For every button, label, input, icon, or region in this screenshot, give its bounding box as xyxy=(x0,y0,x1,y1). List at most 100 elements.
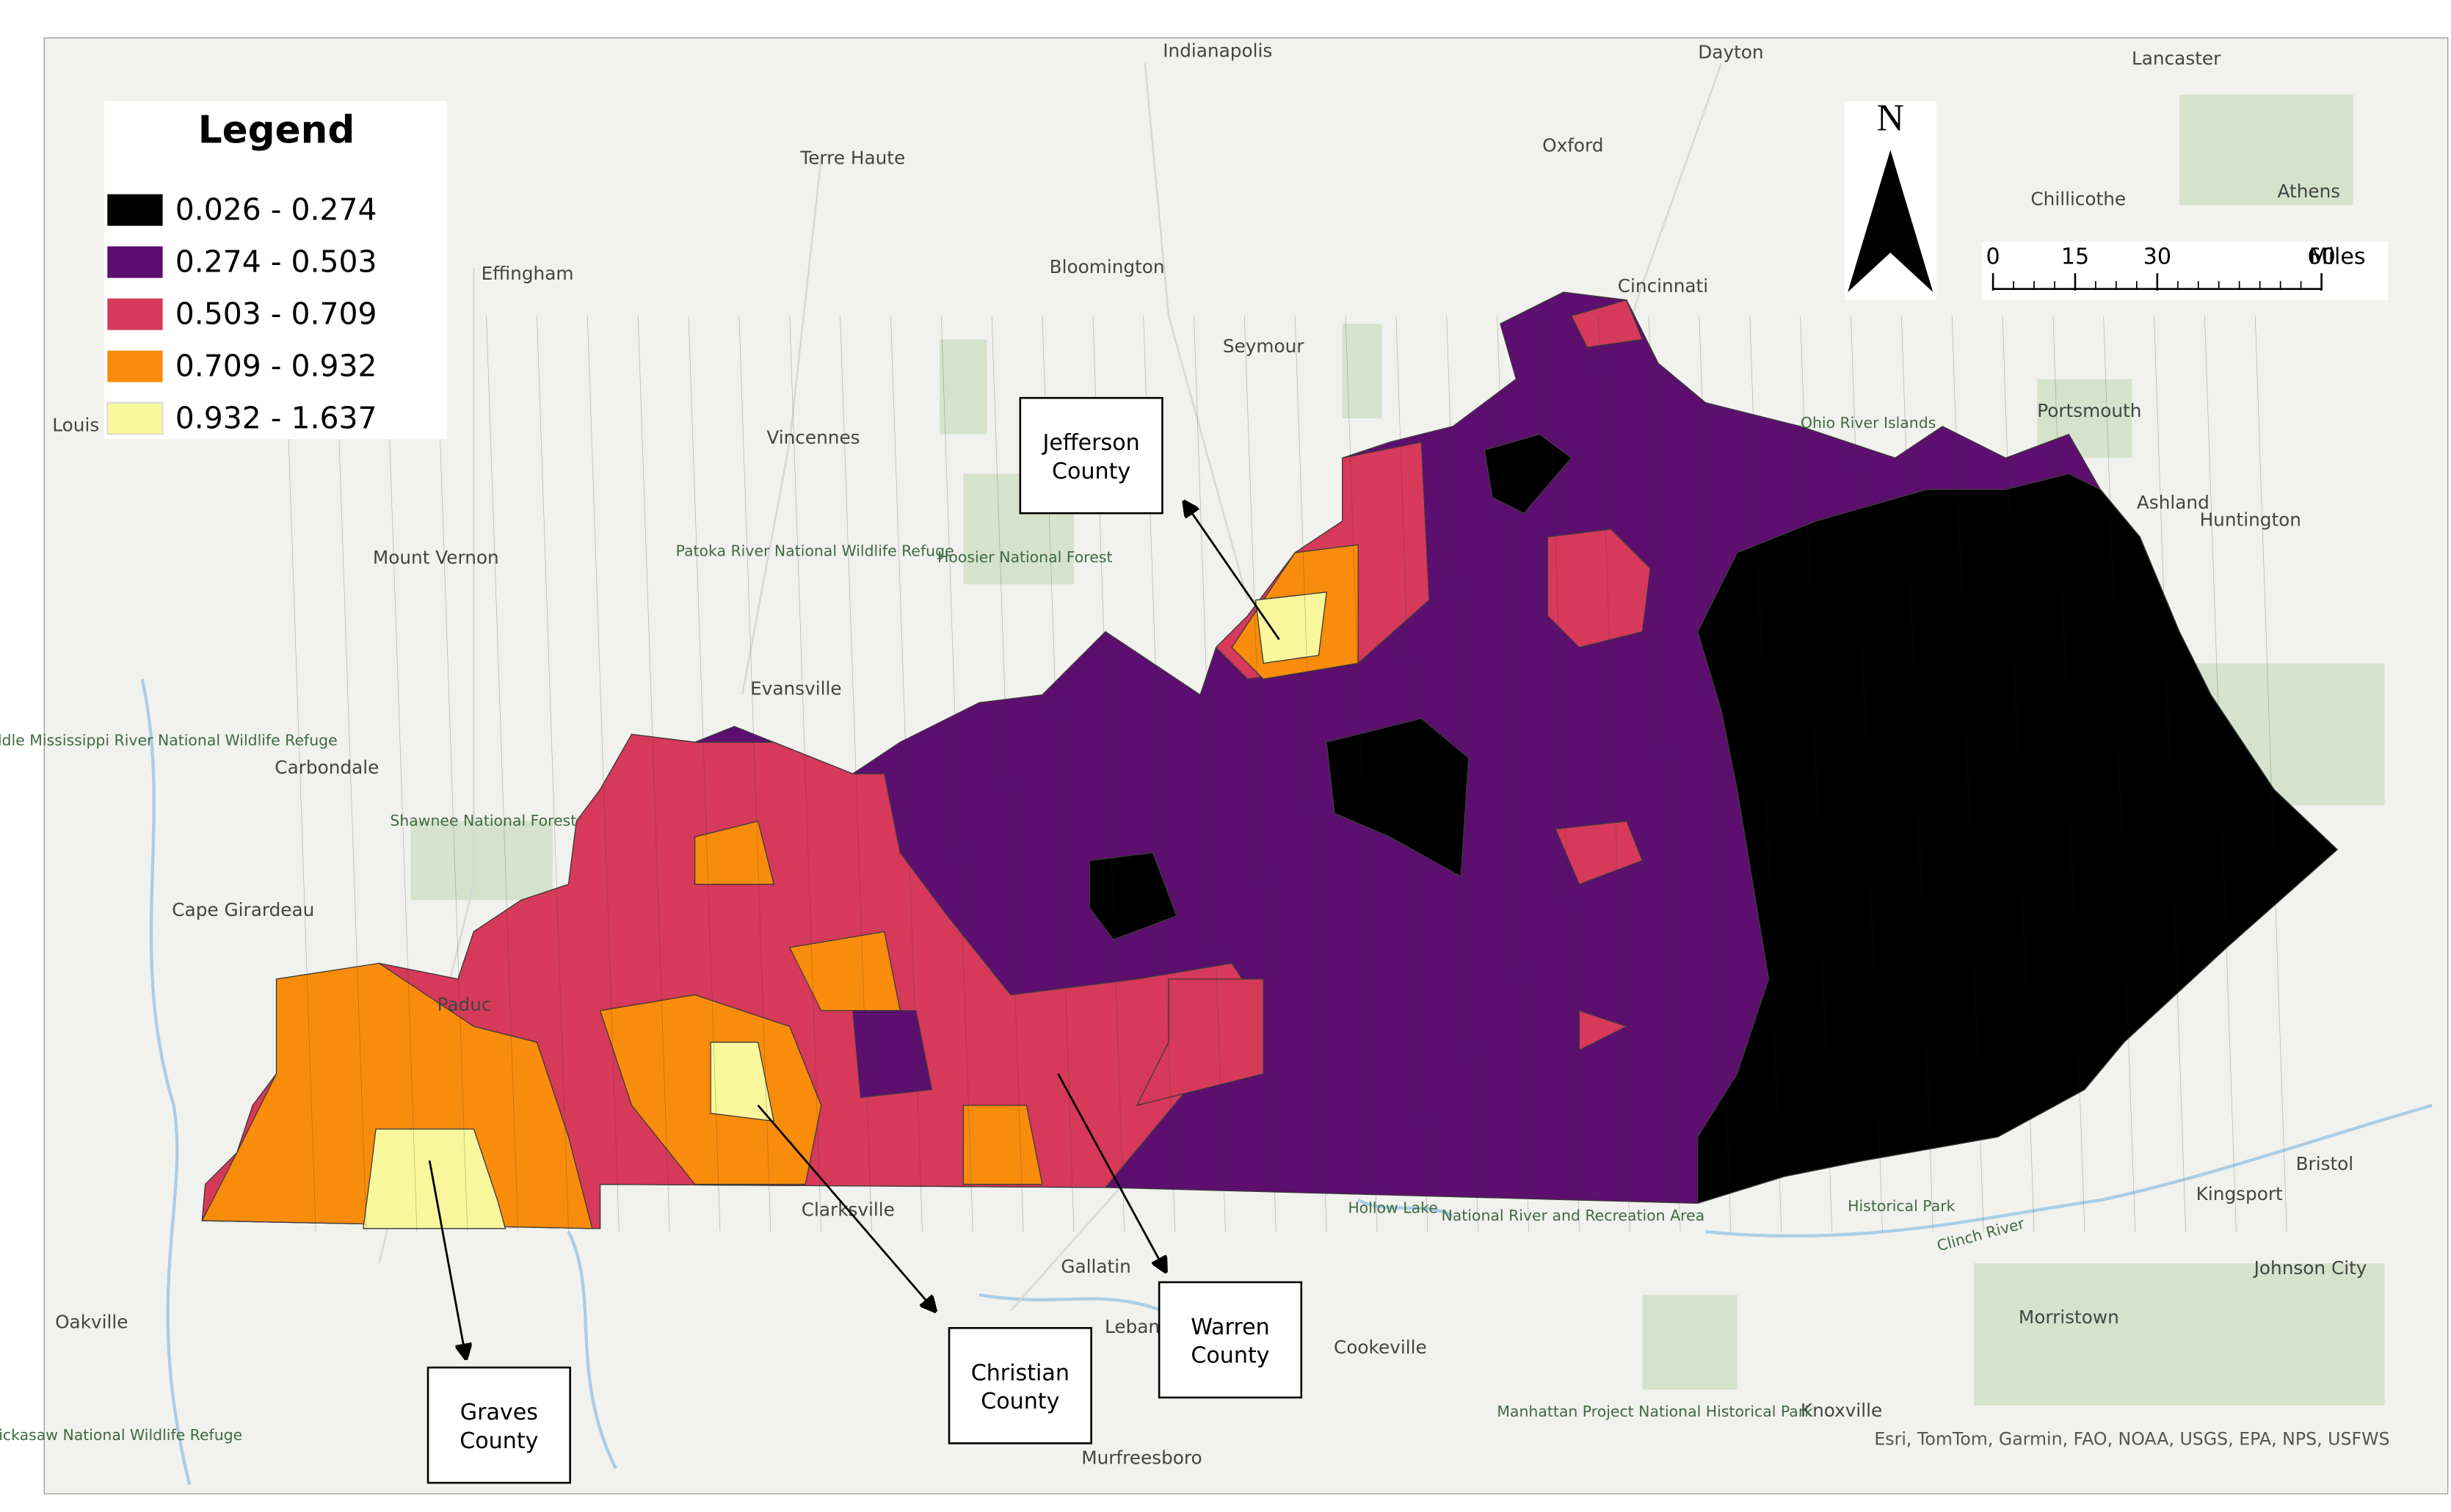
road xyxy=(741,158,823,695)
callout-arrows xyxy=(428,502,1280,1358)
region xyxy=(1089,852,1177,940)
place-label: Oxford xyxy=(1542,135,1603,156)
scale-unit: Miles xyxy=(2309,244,2366,269)
county-line xyxy=(587,316,620,1232)
place-label: Shawnee National Forest xyxy=(390,812,576,829)
county-line xyxy=(2154,316,2186,1232)
place-label: Cincinnati xyxy=(1618,275,1708,297)
place-label: Paduc xyxy=(437,994,492,1015)
callout-label: County xyxy=(1052,459,1130,484)
county-line xyxy=(385,316,418,1232)
county-line xyxy=(688,316,721,1232)
place-label: Hollow Lake xyxy=(1348,1199,1437,1216)
place-label: Manhattan Project National Historical Pa… xyxy=(1497,1403,1813,1420)
place-label: Ohio River Islands xyxy=(1801,414,1936,432)
region xyxy=(694,820,775,885)
legend-label: 0.274 - 0.503 xyxy=(175,244,377,279)
place-label: Bloomington xyxy=(1050,256,1165,277)
place-label: Patoka River National Wildlife Refuge xyxy=(676,542,954,559)
river xyxy=(140,678,192,1485)
place-label: Historical Park xyxy=(1848,1197,1955,1215)
place-labels: Indianapolis Dayton Lancaster Terre Haut… xyxy=(0,40,2389,1468)
callout-arrow xyxy=(757,1105,935,1311)
scale-label: 60 xyxy=(2307,244,2335,269)
county-line xyxy=(1446,316,1479,1232)
callout-label: Graves xyxy=(460,1400,538,1425)
attribution: Esri, TomTom, Garmin, FAO, NOAA, USGS, E… xyxy=(1874,1429,2389,1450)
county-line xyxy=(1597,316,1630,1232)
place-label: Huntington xyxy=(2200,509,2301,530)
place-label: Carbondale xyxy=(275,757,379,778)
place-label: Effingham xyxy=(482,263,574,284)
place-label: Seymour xyxy=(1223,335,1304,357)
road xyxy=(1144,62,1249,600)
place-label: Murfreesboro xyxy=(1081,1447,1202,1468)
legend-label: 0.503 - 0.709 xyxy=(175,296,377,331)
place-label: Terre Haute xyxy=(799,148,905,169)
callout-box xyxy=(1019,396,1163,515)
place-label: Bristol xyxy=(2296,1153,2354,1174)
county-line xyxy=(1194,316,1226,1232)
forest xyxy=(2179,95,2353,206)
legend-swatch xyxy=(106,401,164,435)
place-label: Cookeville xyxy=(1334,1337,1427,1358)
place-label: Chillicothe xyxy=(2030,189,2126,210)
place-label: Lancaster xyxy=(2132,48,2221,69)
region xyxy=(1697,473,2339,1204)
county-line xyxy=(1648,316,1681,1232)
callout-label: County xyxy=(981,1389,1059,1414)
place-label: Leban xyxy=(1105,1316,1160,1337)
scale-label: 0 xyxy=(1986,244,2000,269)
place-label: Hoosier National Forest xyxy=(937,548,1112,566)
legend-swatch xyxy=(107,298,163,330)
county-line xyxy=(1851,316,1883,1232)
callout-label: Christian xyxy=(971,1360,1070,1386)
county-line xyxy=(2103,316,2136,1232)
scale-box xyxy=(1982,241,2388,300)
region xyxy=(1484,433,1572,515)
road xyxy=(1641,62,1723,285)
place-label: Oakville xyxy=(55,1311,128,1332)
place-label: Kingsport xyxy=(2196,1183,2283,1204)
county-line xyxy=(2254,316,2287,1232)
region xyxy=(1570,299,1644,349)
legend-label: 0.932 - 1.637 xyxy=(175,400,377,435)
legend-swatch xyxy=(107,246,163,278)
callout-label: Jefferson xyxy=(1042,430,1140,456)
callout-arrow xyxy=(1057,1073,1165,1271)
place-label: Portsmouth xyxy=(2037,400,2141,421)
place-label: Middle Mississippi River National Wildli… xyxy=(0,731,338,749)
legend-label: 0.709 - 0.932 xyxy=(175,348,377,383)
place-label: Louis xyxy=(52,414,99,435)
place-label: Mount Vernon xyxy=(373,547,499,568)
place-label: Evansville xyxy=(750,678,841,699)
legend-swatch xyxy=(107,194,163,226)
callout-arrow xyxy=(1185,502,1280,641)
place-label: Gallatin xyxy=(1061,1256,1130,1277)
county-line xyxy=(738,316,771,1232)
scale-label: 30 xyxy=(2143,244,2171,269)
region xyxy=(1136,978,1264,1106)
region xyxy=(962,1105,1043,1185)
region xyxy=(852,1010,933,1098)
north-arrow xyxy=(1848,150,1933,293)
place-label: Athens xyxy=(2278,181,2341,202)
county-line xyxy=(1395,316,1428,1232)
place-label: Chickasaw National Wildlife Refuge xyxy=(0,1426,242,1444)
river xyxy=(1705,1103,2433,1238)
legend: 0.026 - 0.274 0.274 - 0.503 0.503 - 0.709 0… xyxy=(106,192,377,435)
county-line xyxy=(1345,316,1378,1232)
callout-arrow xyxy=(428,1160,465,1358)
forest xyxy=(1642,1295,1738,1390)
region xyxy=(363,1128,506,1229)
region xyxy=(1254,592,1327,664)
callout-label: Warren xyxy=(1191,1315,1269,1340)
place-label: Indianapolis xyxy=(1163,40,1272,61)
place-label: Johnson City xyxy=(2253,1257,2367,1279)
county-line xyxy=(1699,316,1732,1232)
county-line xyxy=(1547,316,1580,1232)
place-label: Morristown xyxy=(2019,1306,2119,1328)
